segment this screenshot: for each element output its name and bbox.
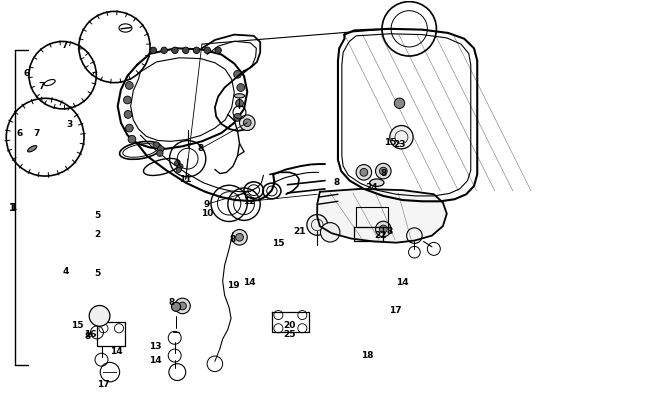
Text: 23: 23 <box>393 140 406 149</box>
Circle shape <box>239 115 255 130</box>
Circle shape <box>390 125 413 149</box>
Text: 8: 8 <box>387 227 393 236</box>
Circle shape <box>235 99 243 107</box>
Text: 17: 17 <box>97 380 110 389</box>
Circle shape <box>157 146 164 152</box>
Text: 7: 7 <box>38 82 44 91</box>
Circle shape <box>237 84 244 91</box>
Circle shape <box>179 302 187 310</box>
Circle shape <box>176 167 181 173</box>
Circle shape <box>380 225 387 233</box>
Circle shape <box>380 167 387 175</box>
Ellipse shape <box>172 302 181 311</box>
Circle shape <box>235 233 243 241</box>
Text: 11: 11 <box>179 175 192 184</box>
Circle shape <box>175 160 180 166</box>
Circle shape <box>157 150 163 156</box>
Text: 6: 6 <box>16 129 22 137</box>
Text: 3: 3 <box>67 120 73 129</box>
Text: 14: 14 <box>110 347 123 356</box>
Circle shape <box>395 98 405 108</box>
Circle shape <box>125 124 133 132</box>
Text: 10: 10 <box>201 209 213 218</box>
Circle shape <box>161 47 167 54</box>
Circle shape <box>233 71 241 78</box>
Polygon shape <box>317 189 447 243</box>
Text: 1: 1 <box>10 203 16 212</box>
Circle shape <box>193 47 200 54</box>
Circle shape <box>128 135 136 143</box>
Circle shape <box>376 221 391 237</box>
Text: 6: 6 <box>24 68 30 78</box>
Text: 20: 20 <box>283 321 296 330</box>
Text: 1: 1 <box>9 203 16 212</box>
Circle shape <box>153 142 159 148</box>
Text: 8: 8 <box>230 235 236 244</box>
Text: 5: 5 <box>94 211 100 220</box>
Text: 18: 18 <box>361 351 373 360</box>
Text: 4: 4 <box>62 267 69 276</box>
Text: 12: 12 <box>243 197 255 206</box>
Text: 19: 19 <box>227 281 239 290</box>
Text: 7: 7 <box>61 41 68 50</box>
Circle shape <box>376 164 391 179</box>
Text: 21: 21 <box>293 227 306 236</box>
Ellipse shape <box>27 146 37 152</box>
Circle shape <box>175 298 190 314</box>
Circle shape <box>183 47 189 54</box>
Circle shape <box>360 168 368 176</box>
Text: 8: 8 <box>380 169 387 178</box>
Text: 17: 17 <box>389 305 401 315</box>
Circle shape <box>150 47 157 54</box>
Text: 2: 2 <box>94 230 100 239</box>
Circle shape <box>243 119 251 127</box>
Text: 14: 14 <box>149 356 162 365</box>
Text: 5: 5 <box>94 269 100 278</box>
Text: 15: 15 <box>72 321 84 330</box>
Circle shape <box>320 222 340 242</box>
Text: 8: 8 <box>333 178 340 187</box>
Text: 25: 25 <box>283 330 296 339</box>
Circle shape <box>124 110 132 118</box>
Text: 15: 15 <box>384 138 396 146</box>
Circle shape <box>307 215 328 235</box>
Circle shape <box>172 47 178 54</box>
Text: 7: 7 <box>34 129 40 138</box>
Text: 14: 14 <box>396 278 409 287</box>
Circle shape <box>125 82 133 89</box>
Ellipse shape <box>370 179 384 186</box>
Circle shape <box>124 96 131 104</box>
Text: 15: 15 <box>272 239 285 249</box>
Circle shape <box>178 164 183 169</box>
Circle shape <box>356 165 372 180</box>
Text: 8: 8 <box>198 144 203 153</box>
Circle shape <box>231 229 247 245</box>
Text: 22: 22 <box>374 231 386 240</box>
Text: 8: 8 <box>84 332 90 341</box>
Text: 13: 13 <box>149 342 161 351</box>
Text: 16: 16 <box>84 330 97 339</box>
Ellipse shape <box>234 94 244 98</box>
Circle shape <box>215 47 222 54</box>
Circle shape <box>204 47 211 54</box>
Text: 8: 8 <box>168 298 175 307</box>
Text: 24: 24 <box>365 183 378 192</box>
Circle shape <box>233 113 241 121</box>
Text: 9: 9 <box>204 200 211 209</box>
Circle shape <box>89 305 110 326</box>
Text: 14: 14 <box>243 278 255 287</box>
